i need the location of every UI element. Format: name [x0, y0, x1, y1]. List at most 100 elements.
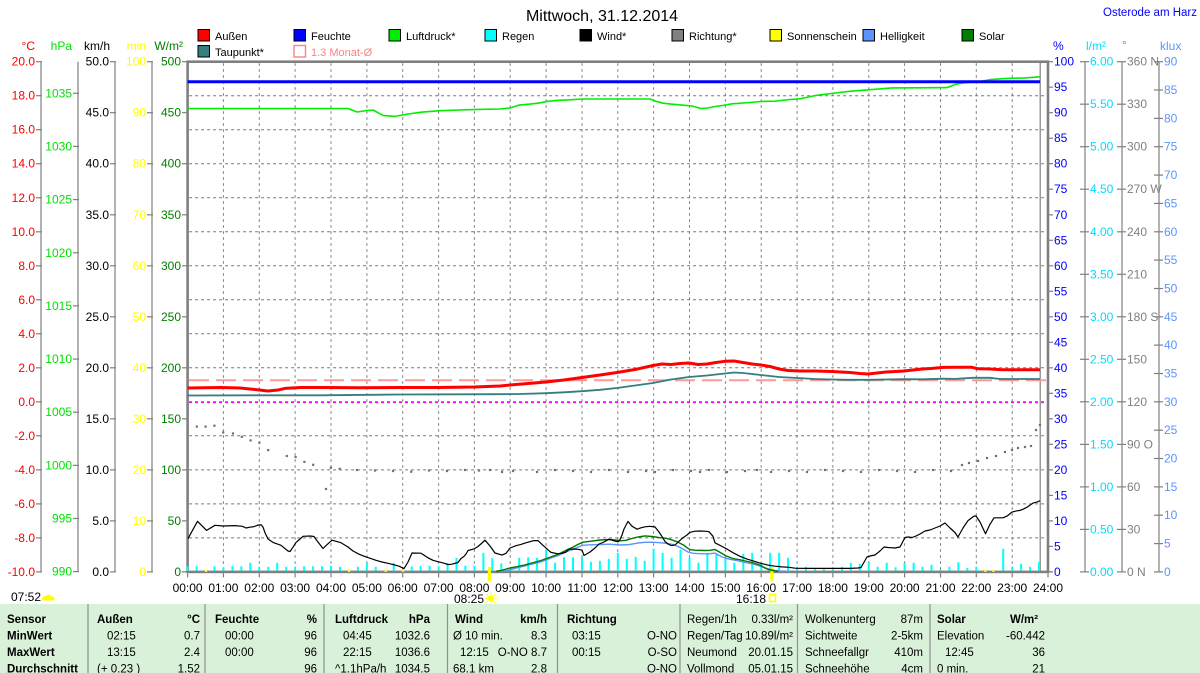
svg-text:55: 55 [1054, 284, 1068, 298]
svg-text:4.00: 4.00 [1090, 225, 1114, 239]
svg-text:^1.1hPa/h: ^1.1hPa/h [335, 664, 386, 673]
svg-text:50: 50 [1054, 310, 1068, 324]
svg-text:-8.0: -8.0 [14, 531, 35, 545]
svg-text:Mittwoch, 31.12.2014: Mittwoch, 31.12.2014 [526, 8, 678, 25]
svg-text:65: 65 [1054, 233, 1068, 247]
svg-text:00:00: 00:00 [173, 581, 203, 595]
svg-text:80: 80 [133, 157, 147, 171]
svg-text:20: 20 [133, 463, 147, 477]
svg-text:klux: klux [1160, 39, 1181, 53]
svg-text:°C: °C [187, 614, 200, 626]
svg-text:Regen/Tag: Regen/Tag [687, 631, 743, 643]
svg-text:16:18: 16:18 [736, 592, 766, 606]
svg-text:60: 60 [1127, 480, 1141, 494]
svg-text:l/m²: l/m² [1086, 39, 1106, 53]
svg-text:0: 0 [139, 565, 146, 579]
svg-text:2.4: 2.4 [184, 647, 201, 659]
svg-text:150: 150 [1127, 352, 1147, 366]
svg-text:96: 96 [304, 631, 317, 643]
svg-text:90 O: 90 O [1127, 437, 1153, 451]
svg-text:%: % [1053, 39, 1064, 53]
svg-text:16.0: 16.0 [12, 123, 36, 137]
svg-text:0.0: 0.0 [92, 565, 109, 579]
svg-text:36: 36 [1032, 647, 1045, 659]
svg-text:75: 75 [1164, 140, 1178, 154]
svg-text:1.52: 1.52 [178, 664, 200, 673]
svg-text:20.01.15: 20.01.15 [748, 647, 793, 659]
svg-text:Vollmond: Vollmond [687, 664, 734, 673]
svg-text:%: % [307, 614, 317, 626]
svg-text:350: 350 [161, 208, 181, 222]
svg-text:22:00: 22:00 [961, 581, 991, 595]
svg-text:40: 40 [1164, 338, 1178, 352]
svg-text:1.50: 1.50 [1090, 437, 1114, 451]
svg-text:50.0: 50.0 [86, 55, 110, 69]
svg-text:68.1 km: 68.1 km [453, 664, 494, 673]
svg-text:16:00: 16:00 [746, 581, 776, 595]
svg-text:Ø 10 min.: Ø 10 min. [453, 631, 503, 643]
svg-text:2.00: 2.00 [1090, 395, 1114, 409]
svg-text:Schneefallgr: Schneefallgr [805, 647, 869, 659]
svg-text:10.0: 10.0 [86, 463, 110, 477]
svg-text:360 N: 360 N [1127, 55, 1159, 69]
svg-text:1030: 1030 [45, 139, 72, 153]
svg-text:0: 0 [1164, 565, 1171, 579]
svg-text:W/m²: W/m² [1010, 614, 1038, 626]
svg-text:Neumond: Neumond [687, 647, 737, 659]
svg-text:410m: 410m [894, 647, 923, 659]
svg-text:Wind*: Wind* [597, 31, 627, 43]
svg-text:(+ 0.23 ): (+ 0.23 ) [97, 664, 140, 673]
svg-text:1032.6: 1032.6 [395, 631, 430, 643]
svg-text:15.0: 15.0 [86, 412, 110, 426]
svg-text:-2.0: -2.0 [14, 429, 35, 443]
svg-text:1000: 1000 [45, 458, 72, 472]
svg-text:03:00: 03:00 [280, 581, 310, 595]
svg-text:60: 60 [1164, 225, 1178, 239]
svg-text:35: 35 [1054, 386, 1068, 400]
svg-text:14:00: 14:00 [674, 581, 704, 595]
svg-text:23:00: 23:00 [997, 581, 1027, 595]
svg-text:18:00: 18:00 [818, 581, 848, 595]
svg-text:330: 330 [1127, 97, 1147, 111]
svg-text:19:00: 19:00 [854, 581, 884, 595]
svg-text:°C: °C [22, 39, 36, 53]
svg-text:500: 500 [161, 55, 181, 69]
svg-text:Luftdruck: Luftdruck [335, 614, 389, 626]
svg-text:80: 80 [1054, 157, 1068, 171]
svg-text:270 W: 270 W [1127, 182, 1162, 196]
svg-text:05.01.15: 05.01.15 [748, 664, 793, 673]
svg-text:0.0: 0.0 [18, 395, 35, 409]
svg-text:87m: 87m [901, 614, 923, 626]
svg-text:15: 15 [1054, 488, 1068, 502]
svg-text:24:00: 24:00 [1033, 581, 1063, 595]
svg-text:Richtung: Richtung [567, 614, 617, 626]
svg-text:12:45: 12:45 [945, 647, 974, 659]
svg-text:00:15: 00:15 [572, 647, 601, 659]
svg-text:25: 25 [1054, 437, 1068, 451]
svg-text:10.89l/m²: 10.89l/m² [745, 631, 793, 643]
svg-text:75: 75 [1054, 182, 1068, 196]
svg-text:04:00: 04:00 [316, 581, 346, 595]
svg-text:35.0: 35.0 [86, 208, 110, 222]
svg-text:5.0: 5.0 [92, 514, 109, 528]
svg-text:1015: 1015 [45, 299, 72, 313]
svg-text:Feuchte: Feuchte [215, 614, 259, 626]
svg-text:40: 40 [1054, 361, 1068, 375]
svg-text:Regen: Regen [502, 31, 534, 43]
svg-text:1025: 1025 [45, 193, 72, 207]
svg-text:Solar: Solar [979, 31, 1005, 43]
svg-text:08:00: 08:00 [459, 581, 489, 595]
svg-text:180 S: 180 S [1127, 310, 1158, 324]
svg-text:05:00: 05:00 [352, 581, 382, 595]
svg-text:90: 90 [1164, 55, 1178, 69]
svg-text:70: 70 [1164, 168, 1178, 182]
svg-text:5: 5 [1054, 539, 1061, 553]
svg-text:995: 995 [52, 512, 72, 526]
svg-text:Schneehöhe: Schneehöhe [805, 664, 870, 673]
svg-text:22:15: 22:15 [343, 647, 372, 659]
svg-text:09:00: 09:00 [495, 581, 525, 595]
svg-text:4cm: 4cm [901, 664, 923, 673]
svg-text:45.0: 45.0 [86, 106, 110, 120]
svg-text:20.0: 20.0 [86, 361, 110, 375]
svg-text:30: 30 [1127, 522, 1141, 536]
